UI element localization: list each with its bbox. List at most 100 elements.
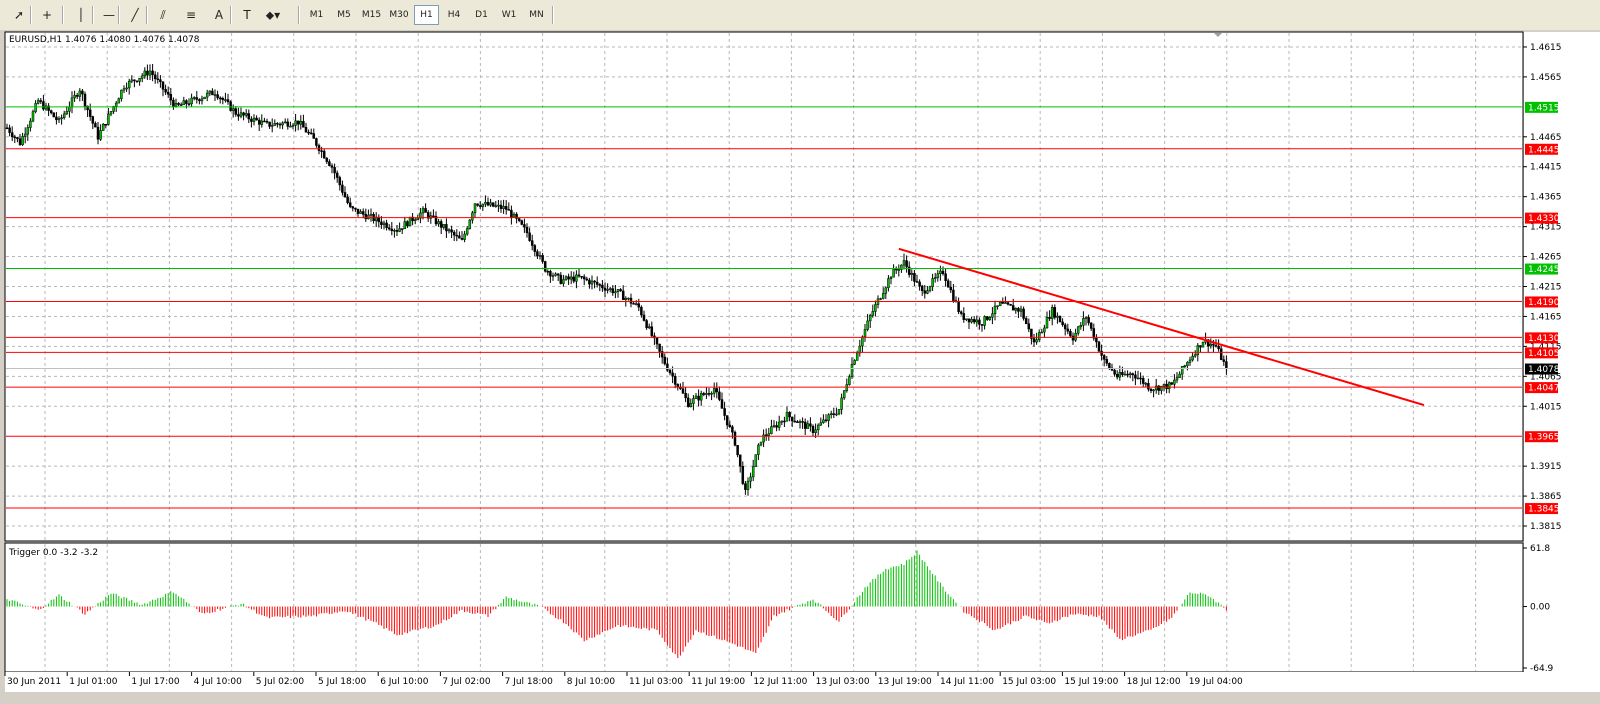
timeframe-m1-button[interactable]: M1 [309, 10, 324, 20]
candle-body [473, 203, 477, 214]
candle-body [905, 260, 908, 268]
candle-body [109, 111, 113, 115]
toolbar-separator [230, 6, 232, 24]
toolbar-separator [30, 6, 32, 24]
candle-body [429, 215, 433, 219]
candle-body [91, 116, 95, 124]
candle-body [715, 388, 719, 393]
candle-body [569, 276, 573, 280]
horizontal-line-icon[interactable]: — [103, 8, 115, 22]
candle-body [556, 273, 560, 276]
candle-body [978, 319, 981, 325]
candle-body [281, 122, 284, 126]
candle-body [1212, 343, 1215, 346]
candle-body [1147, 383, 1150, 390]
indicator-title: Trigger 0.0 -3.2 -3.2 [8, 548, 98, 558]
candle-body [1110, 367, 1114, 371]
candle-body [725, 415, 729, 426]
candle-body [335, 172, 339, 178]
candle-body [611, 288, 615, 294]
candle-body [538, 255, 542, 257]
candle-body [1027, 323, 1031, 330]
candle-body [822, 419, 825, 424]
candle-body [161, 81, 165, 90]
candle-body [1193, 354, 1197, 357]
text-label-icon[interactable]: T [243, 8, 251, 22]
candle-body [806, 423, 810, 429]
candle-body [296, 120, 300, 125]
scroll-shift-marker[interactable] [1214, 33, 1222, 37]
candle-body [229, 101, 232, 111]
timeframe-w1-button[interactable]: W1 [501, 10, 517, 20]
candle-body [8, 127, 11, 133]
candle-body [1131, 373, 1135, 376]
candle-body [104, 123, 108, 126]
price-tick-label: 1.4565 [1530, 73, 1562, 83]
price-tick-label: 1.3915 [1530, 462, 1562, 472]
candle-body [952, 289, 955, 301]
timeframe-m15-button[interactable]: M15 [361, 10, 382, 20]
timeframe-m30-button[interactable]: M30 [389, 10, 409, 20]
candle-body [169, 94, 173, 101]
candle-body [328, 161, 331, 166]
candle-body [868, 315, 872, 322]
candle-body [133, 79, 136, 82]
cursor-icon[interactable]: ➚ [13, 8, 25, 22]
text-icon[interactable]: A [214, 8, 224, 22]
candle-body [848, 376, 851, 385]
candle-body [424, 208, 427, 213]
candle-body [1162, 383, 1166, 387]
trendline[interactable] [898, 247, 1425, 407]
candle-body [525, 226, 529, 234]
candle-body [629, 297, 633, 304]
candle-body [127, 80, 131, 89]
level-price-badge [1525, 296, 1558, 308]
candle-body [42, 101, 45, 110]
candle-body [593, 280, 596, 283]
candle-body [705, 393, 708, 395]
level-price-badge [1525, 332, 1558, 344]
vertical-line-icon[interactable]: │ [77, 8, 85, 22]
fibonacci-icon[interactable]: ≡ [185, 8, 197, 22]
shapes-icon[interactable]: ⬥▾ [265, 7, 281, 22]
timeframe-h1-button[interactable]: H1 [414, 5, 439, 25]
candle-body [975, 319, 979, 323]
candle-body [829, 413, 833, 415]
candle-body [533, 245, 537, 252]
time-scale[interactable] [5, 672, 1600, 692]
candle-body [356, 208, 360, 214]
trendline-icon[interactable]: ╱ [131, 8, 139, 22]
candle-body [1214, 344, 1218, 347]
candle-body [936, 273, 940, 278]
timeframe-m5-button[interactable]: M5 [337, 10, 351, 20]
candle-body [640, 306, 643, 316]
candle-body [681, 388, 685, 394]
candle-body [244, 113, 248, 116]
candle-body [276, 123, 279, 125]
candle-body [551, 275, 555, 277]
candle-body [47, 105, 50, 111]
candle-body [122, 88, 126, 91]
candle-body [824, 419, 828, 422]
time-tick-label: 5 Jul 02:00 [256, 677, 305, 687]
candle-body [434, 216, 438, 225]
timeframe-mn-button[interactable]: MN [529, 10, 544, 20]
candle-body [549, 271, 552, 277]
candle-body [889, 276, 893, 279]
candle-body [172, 99, 175, 107]
candle-body [1188, 359, 1192, 363]
candle-body [330, 165, 334, 168]
timeframe-d1-button[interactable]: D1 [475, 10, 488, 20]
candle-body [699, 393, 703, 401]
crosshair-icon[interactable]: + [41, 8, 53, 22]
candle-body [1128, 373, 1132, 376]
timeframe-h4-button[interactable]: H4 [447, 10, 461, 20]
candle-body [892, 268, 895, 278]
candle-body [946, 280, 950, 288]
candle-body [528, 232, 531, 241]
candle-body [1115, 373, 1119, 378]
candle-body [850, 363, 854, 378]
chart-toolbar: ➚ + │ — ╱ ⫽ ≡ A T ⬥▾ M1 M5 M15 M30 H1 H4 D1 W1 MN [0, 0, 1600, 31]
equidistant-channel-icon[interactable]: ⫽ [160, 7, 166, 22]
current-price-badge [1525, 363, 1558, 375]
